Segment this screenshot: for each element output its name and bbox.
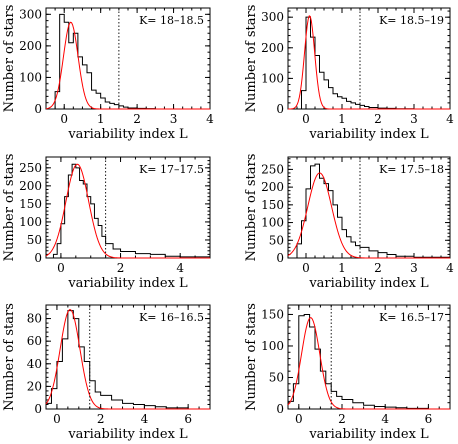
panel-label: K= 18.5–19 <box>379 14 444 27</box>
y-tick-label: 0 <box>276 251 284 265</box>
histogram-bars <box>288 163 451 259</box>
gaussian-fit-curve <box>287 317 450 410</box>
x-axis-label: variability index L <box>67 276 188 291</box>
panel-label: K= 16–16.5 <box>139 311 204 324</box>
y-tick-label: 60 <box>27 334 42 348</box>
gaussian-fit-curve <box>287 172 450 259</box>
x-tick-label: 2 <box>374 112 382 126</box>
x-tick-label: 1 <box>338 261 346 275</box>
x-tick-label: 0 <box>295 412 303 426</box>
y-tick-label: 50 <box>27 233 42 247</box>
histogram-bars <box>46 163 211 259</box>
y-tick-label: 150 <box>261 198 284 212</box>
y-axis-label: Number of stars <box>2 303 17 411</box>
panel-k16p5-17: 0 2 4 6 0 50 100 150 K= 16.5–17 variability index… <box>244 303 451 442</box>
x-tick-label: 3 <box>170 112 178 126</box>
y-tick-label: 250 <box>19 161 42 175</box>
panel-k18p5-19: 0 1 2 3 4 0 100 200 300 K= 18.5–19 variability ind… <box>244 5 454 142</box>
x-tick-label: 2 <box>117 261 125 275</box>
y-tick-label: 0 <box>276 402 284 416</box>
x-tick-label: 2 <box>338 412 346 426</box>
histogram-bars <box>287 313 450 410</box>
x-tick-label: 0 <box>53 412 61 426</box>
y-tick-label: 100 <box>261 71 284 85</box>
y-axis-label: Number of stars <box>244 303 259 411</box>
x-axis-label: variability index L <box>67 427 188 442</box>
panel-label: K= 17–17.5 <box>139 163 204 176</box>
x-axis-label: variability index L <box>308 127 429 142</box>
x-tick-label: 4 <box>381 412 389 426</box>
y-tick-label: 300 <box>19 7 42 21</box>
x-tick-label: 3 <box>410 261 418 275</box>
x-tick-label: 4 <box>176 261 184 275</box>
x-tick-label: 0 <box>302 112 310 126</box>
y-tick-label: 80 <box>27 312 42 326</box>
y-tick-label: 0 <box>34 251 42 265</box>
panel-k17-17p5: 0 2 4 0 50 100 150 200 250 K= 17–17.5 variability … <box>2 154 211 291</box>
y-tick-label: 0 <box>276 102 284 116</box>
x-tick-label: 4 <box>141 412 149 426</box>
x-tick-label: 0 <box>302 261 310 275</box>
x-tick-label: 6 <box>425 412 433 426</box>
x-tick-label: 1 <box>97 112 105 126</box>
y-tick-label: 150 <box>19 197 42 211</box>
panel-label: K= 18–18.5 <box>139 14 204 27</box>
y-tick-label: 250 <box>261 162 284 176</box>
x-tick-label: 3 <box>410 112 418 126</box>
y-tick-label: 50 <box>269 370 284 384</box>
panel-label: K= 17.5–18 <box>379 163 444 176</box>
y-tick-label: 150 <box>261 307 284 321</box>
gaussian-fit-curve <box>45 309 210 410</box>
y-tick-label: 300 <box>261 10 284 24</box>
y-tick-label: 0 <box>34 402 42 416</box>
y-tick-label: 100 <box>261 339 284 353</box>
x-axis-label: variability index L <box>67 127 188 142</box>
x-tick-label: 0 <box>57 261 65 275</box>
x-tick-label: 0 <box>60 112 68 126</box>
y-tick-label: 100 <box>19 70 42 84</box>
panel-k18-18p5: 0 1 2 3 4 0 100 200 300 K= 18–18.5 variability ind… <box>2 5 214 142</box>
gaussian-fit-curve <box>287 15 450 110</box>
x-tick-label: 4 <box>206 112 214 126</box>
x-tick-label: 4 <box>446 112 454 126</box>
panel-k17p5-18: 0 1 2 3 4 0 50 100 150 200 250 K= 17.5–18 variabilit… <box>244 154 454 291</box>
y-tick-label: 200 <box>19 39 42 53</box>
y-axis-label: Number of stars <box>244 5 259 113</box>
gaussian-fit-curve <box>45 21 210 110</box>
x-tick-label: 2 <box>374 261 382 275</box>
histogram-bars <box>46 13 210 110</box>
x-tick-label: 1 <box>338 112 346 126</box>
y-tick-label: 20 <box>27 379 42 393</box>
y-tick-label: 50 <box>269 233 284 247</box>
panel-label: K= 16.5–17 <box>379 311 444 324</box>
gaussian-fit-curve <box>45 163 210 259</box>
x-tick-label: 2 <box>133 112 141 126</box>
x-axis-label: variability index L <box>308 427 429 442</box>
y-tick-label: 100 <box>261 216 284 230</box>
histogram-bars <box>45 310 210 410</box>
y-axis-label: Number of stars <box>244 154 259 262</box>
y-tick-label: 200 <box>261 41 284 55</box>
y-axis-label: Number of stars <box>2 5 17 113</box>
histogram-bars <box>288 16 450 110</box>
x-tick-label: 6 <box>184 412 192 426</box>
x-tick-label: 4 <box>446 261 454 275</box>
x-axis-label: variability index L <box>308 276 429 291</box>
y-tick-label: 200 <box>261 180 284 194</box>
y-axis-label: Number of stars <box>2 154 17 262</box>
y-tick-label: 100 <box>19 215 42 229</box>
y-tick-label: 200 <box>19 179 42 193</box>
x-tick-label: 2 <box>97 412 105 426</box>
y-tick-label: 40 <box>27 357 42 371</box>
y-tick-label: 0 <box>34 102 42 116</box>
